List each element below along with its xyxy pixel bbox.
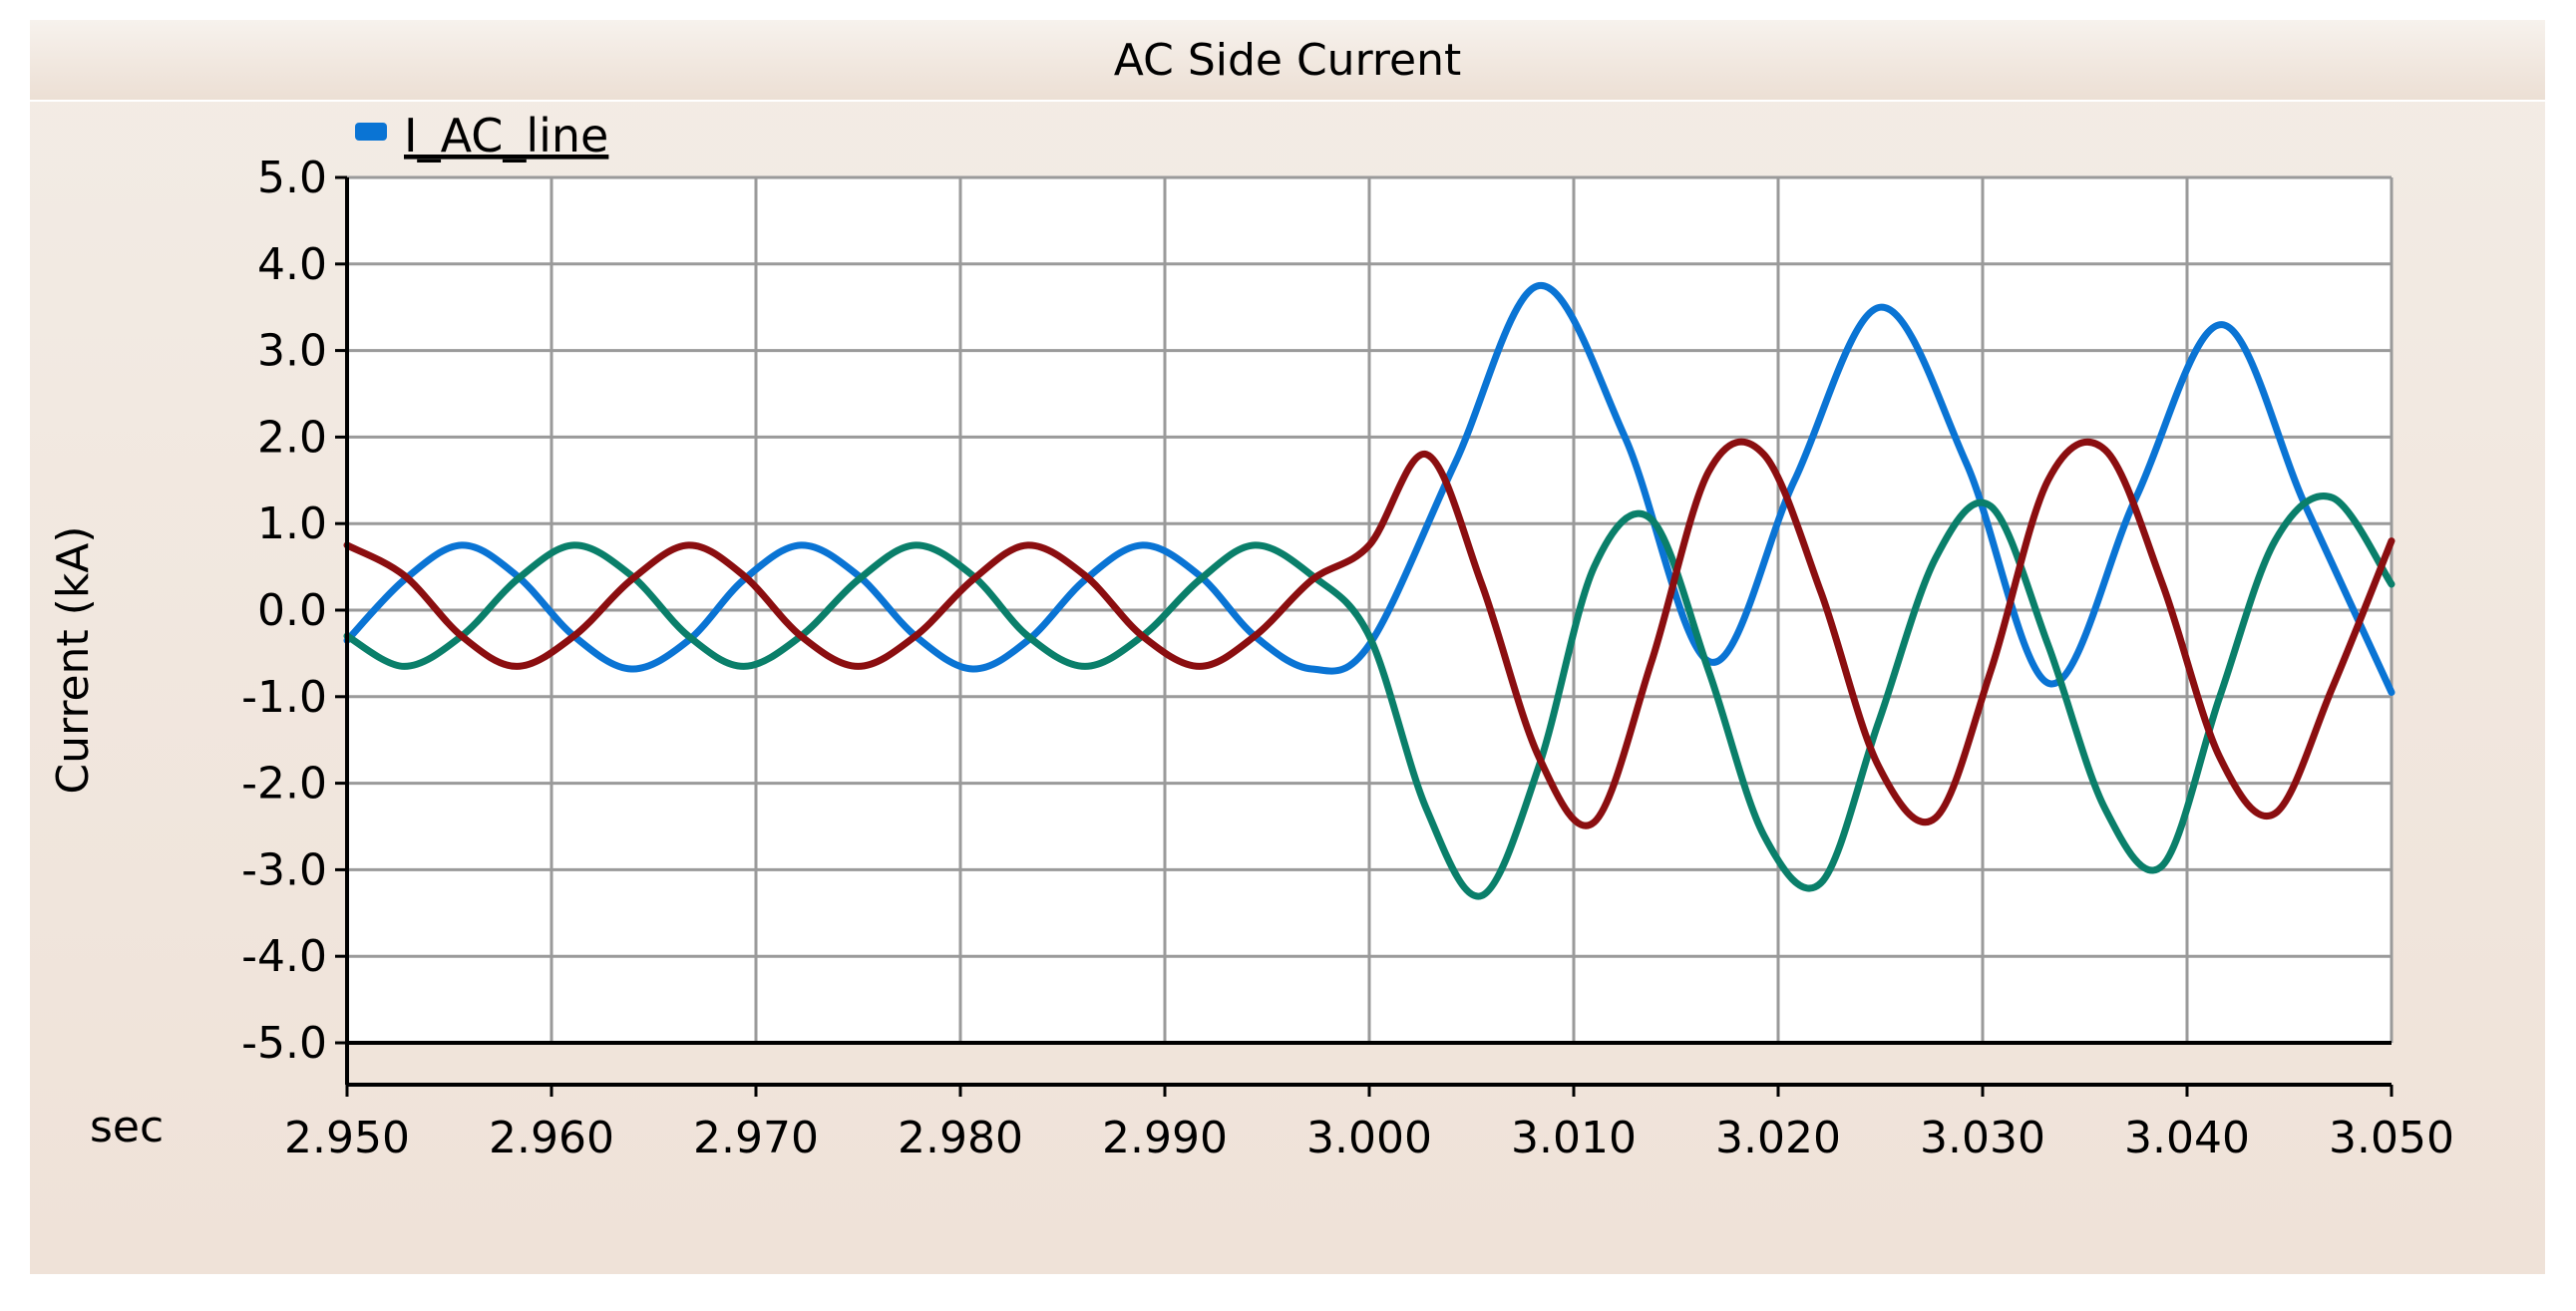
x-axis-unit-label: sec <box>90 1102 164 1152</box>
tick-labels: 5.0 4.0 3.0 2.0 1.0 0.0 -1.0 -2.0 -3.0 -4.0 -5.0 2.… <box>241 153 2454 1163</box>
series-line-3 <box>343 438 2395 829</box>
series-layer <box>343 282 2395 900</box>
x-tick-label: 2.980 <box>898 1113 1023 1163</box>
y-tick-label: 5.0 <box>257 153 327 203</box>
x-tick-label: 3.030 <box>1920 1113 2045 1163</box>
y-tick-label: 4.0 <box>257 239 327 290</box>
series-line-2 <box>343 492 2395 900</box>
y-tick-label: 0.0 <box>257 585 327 636</box>
y-axis-label: Current (kA) <box>48 525 99 794</box>
y-tick-label: -4.0 <box>241 931 327 982</box>
y-tick-label: -2.0 <box>241 759 327 810</box>
legend-swatch <box>355 123 387 141</box>
y-tick-label: -5.0 <box>241 1018 327 1069</box>
x-tick-label: 3.010 <box>1511 1113 1637 1163</box>
y-tick-label: 3.0 <box>257 326 327 377</box>
x-tick-label: 3.000 <box>1306 1113 1432 1163</box>
x-tick-label: 3.050 <box>2329 1113 2454 1163</box>
x-tick-label: 2.950 <box>284 1113 410 1163</box>
chart-title: AC Side Current <box>1114 35 1461 86</box>
x-tick-label: 2.960 <box>489 1113 614 1163</box>
x-tick-label: 3.040 <box>2124 1113 2250 1163</box>
x-tick-label: 3.020 <box>1715 1113 1841 1163</box>
x-tick-label: 2.970 <box>693 1113 819 1163</box>
chart-title-bar <box>30 20 2545 102</box>
x-tick-label: 2.990 <box>1102 1113 1228 1163</box>
y-tick-label: 1.0 <box>257 498 327 549</box>
y-tick-label: -1.0 <box>241 672 327 723</box>
legend-label[interactable]: I_AC_line <box>404 109 608 163</box>
y-tick-label: -3.0 <box>241 844 327 895</box>
y-tick-label: 2.0 <box>257 412 327 463</box>
